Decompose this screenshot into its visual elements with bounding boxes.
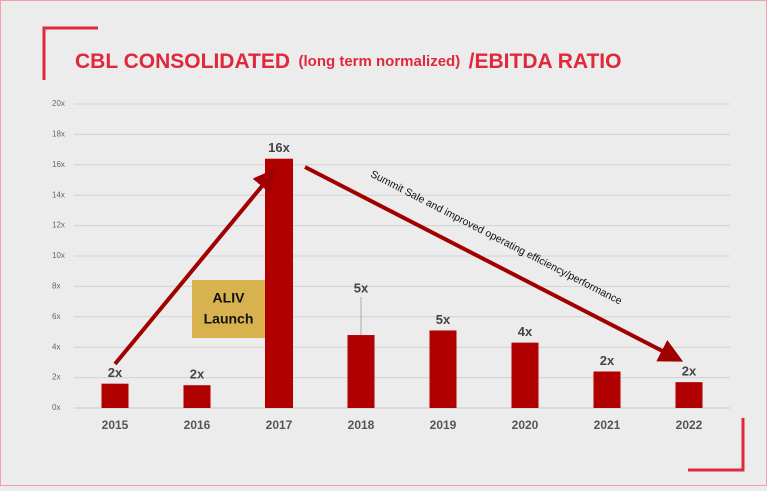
y-tick-label: 0x [52, 403, 60, 412]
data-label: 2x [190, 367, 205, 382]
data-label: 16x [268, 140, 290, 155]
bar [183, 385, 211, 408]
title-part: (long term normalized) [299, 53, 461, 70]
x-tick-label: 2018 [348, 418, 375, 432]
corner-bracket [688, 418, 745, 472]
x-tick-label: 2016 [184, 418, 211, 432]
y-tick-label: 8x [52, 282, 60, 291]
y-tick-label: 20x [52, 99, 65, 108]
title-part: /EBITDA RATIO [469, 50, 622, 73]
bar [347, 335, 375, 408]
data-label: 5x [354, 280, 369, 295]
annotation-text: Launch [204, 311, 254, 327]
y-tick-label: 18x [52, 130, 65, 139]
x-tick-label: 2020 [512, 418, 539, 432]
annotation-box [192, 280, 265, 338]
y-tick-label: 4x [52, 342, 60, 351]
bar [429, 330, 457, 408]
y-tick-label: 2x [52, 373, 60, 382]
data-label: 2x [682, 364, 697, 379]
y-tick-label: 14x [52, 190, 65, 199]
y-tick-label: 12x [52, 221, 65, 230]
bar [101, 383, 129, 408]
data-label: 2x [600, 353, 615, 368]
y-tick-label: 16x [52, 160, 65, 169]
x-tick-label: 2015 [102, 418, 129, 432]
corner-bracket [42, 26, 98, 80]
chart-title: CBL CONSOLIDATED (long term normalized) … [75, 50, 621, 73]
x-tick-label: 2022 [676, 418, 703, 432]
arrow [113, 167, 278, 366]
bar [593, 371, 621, 408]
x-tick-label: 2017 [266, 418, 293, 432]
bar [675, 382, 703, 408]
x-tick-label: 2021 [594, 418, 621, 432]
data-label: 2x [108, 365, 123, 380]
data-label: 4x [518, 324, 533, 339]
bar [265, 158, 293, 408]
y-tick-label: 6x [52, 312, 60, 321]
y-tick-label: 10x [52, 251, 65, 260]
data-label: 5x [436, 312, 451, 327]
title-part: CBL CONSOLIDATED [75, 50, 290, 73]
bar [511, 342, 539, 408]
annotation-text: ALIV [213, 290, 246, 306]
arrow [304, 165, 684, 362]
x-tick-label: 2019 [430, 418, 457, 432]
